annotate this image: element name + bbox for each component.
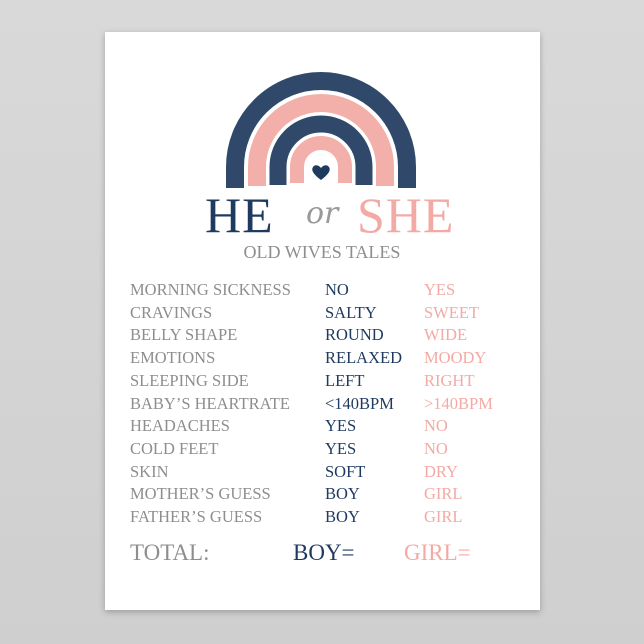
girl-answer: GIRL	[424, 507, 463, 526]
row-label: CRAVINGS	[130, 302, 213, 322]
table-row: COLD FEET YES NO	[0, 439, 644, 461]
row-label: BELLY SHAPE	[130, 325, 238, 345]
table-row: HEADACHES YES NO	[0, 416, 644, 438]
boy-answer: <140BPM	[325, 393, 394, 413]
total-label: TOTAL:	[130, 540, 210, 565]
boy-answer: YES	[325, 416, 357, 436]
boy-answer: ROUND	[325, 325, 384, 345]
row-label: SKIN	[130, 461, 169, 481]
row-label: SLEEPING SIDE	[130, 370, 249, 390]
row-label: HEADACHES	[130, 416, 230, 436]
girl-answer: RIGHT	[424, 370, 475, 390]
table-row: MOTHER’S GUESS BOY GIRL	[0, 484, 644, 506]
he-title: HE	[205, 187, 274, 243]
boy-answer: NO	[325, 280, 349, 299]
row-label: COLD FEET	[130, 438, 219, 458]
boy-answer: LEFT	[325, 370, 365, 390]
rainbow-band-inner-pink	[290, 136, 352, 183]
row-label: EMOTIONS	[130, 348, 216, 368]
girl-answer: >140BPM	[424, 393, 493, 413]
table-row: EMOTIONS RELAXED MOODY	[0, 348, 644, 370]
total-boy: BOY=	[293, 540, 355, 565]
table-row: BELLY SHAPE ROUND WIDE	[0, 325, 644, 347]
girl-answer: SWEET	[424, 302, 479, 322]
girl-answer: NO	[424, 416, 448, 436]
girl-answer: DRY	[424, 461, 458, 481]
total-girl: GIRL=	[404, 540, 471, 565]
girl-answer: NO	[424, 438, 448, 458]
table-row: SLEEPING SIDE LEFT RIGHT	[0, 371, 644, 393]
table-row: CRAVINGS SALTY SWEET	[0, 303, 644, 325]
table-row: SKIN SOFT DRY	[0, 462, 644, 484]
rainbow-band-outer-navy	[226, 72, 416, 188]
girl-answer: WIDE	[424, 325, 468, 345]
boy-answer: SALTY	[325, 302, 377, 322]
boy-answer: RELAXED	[325, 348, 402, 368]
girl-answer: YES	[424, 280, 456, 299]
boy-answer: BOY	[325, 484, 360, 504]
table-row: FATHER’S GUESS BOY GIRL	[0, 507, 644, 529]
subtitle: OLD WIVES TALES	[243, 242, 401, 262]
row-label: MORNING SICKNESS	[130, 280, 291, 299]
boy-answer: YES	[325, 438, 357, 458]
girl-answer: MOODY	[424, 348, 487, 368]
rainbow-band-pink	[248, 94, 394, 186]
heart-icon	[312, 165, 330, 180]
or-script: or	[306, 196, 339, 231]
girl-answer: GIRL	[424, 484, 463, 504]
row-label: FATHER’S GUESS	[130, 507, 263, 526]
boy-answer: SOFT	[325, 461, 366, 481]
row-label: MOTHER’S GUESS	[130, 484, 271, 504]
she-title: SHE	[357, 187, 455, 243]
boy-answer: BOY	[325, 507, 360, 526]
table-row: BABY’S HEARTRATE <140BPM >140BPM	[0, 394, 644, 416]
row-label: BABY’S HEARTRATE	[130, 393, 290, 413]
rainbow-band-inner-navy	[269, 115, 373, 185]
table-row: MORNING SICKNESS NO YES	[0, 280, 644, 302]
